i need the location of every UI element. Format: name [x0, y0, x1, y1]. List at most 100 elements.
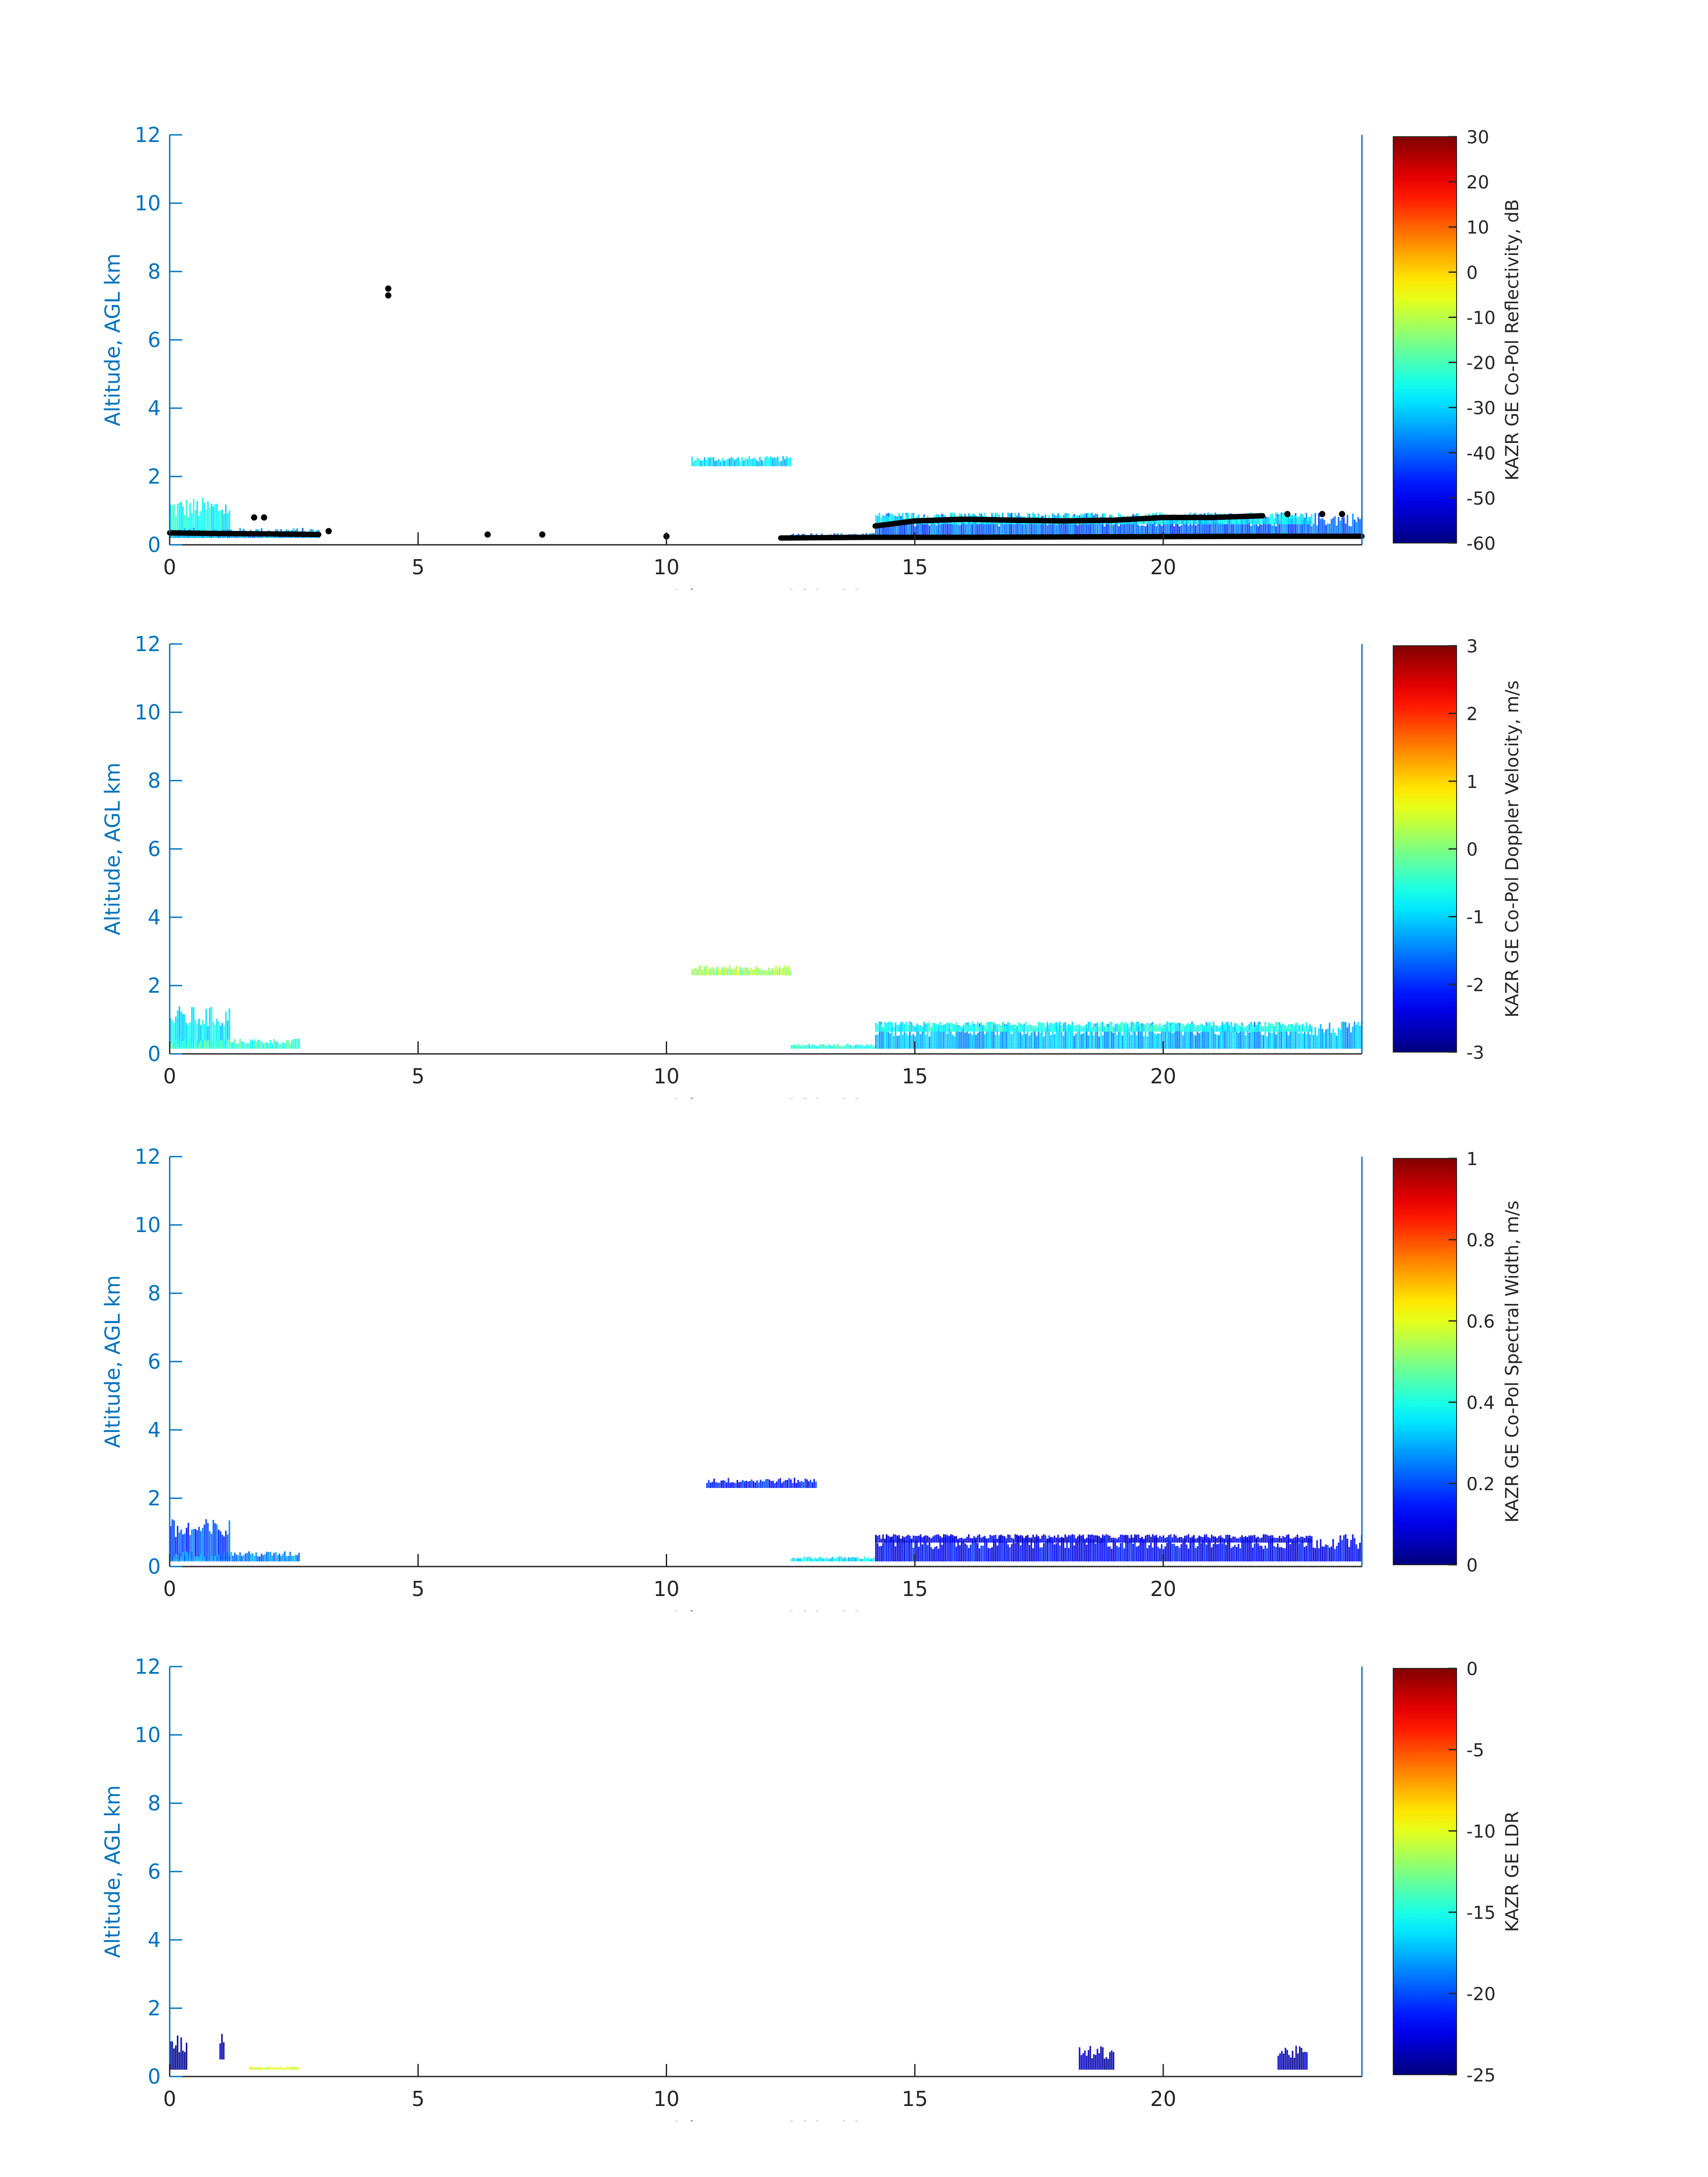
colorbar-tick-label: -10 [1466, 1822, 1495, 1842]
plot-area [170, 135, 1362, 545]
chart-svg: 02468101205101520UTC hours on 20250211Al… [100, 1145, 1523, 1611]
y-tick-label: 8 [148, 1791, 161, 1815]
colorbar-tick-label: -15 [1466, 1903, 1495, 1923]
echo-region-0 [170, 1006, 230, 1047]
y-tick-label: 6 [148, 1350, 161, 1374]
colorbar-tick-label: -50 [1466, 489, 1495, 509]
y-tick-label: 8 [148, 259, 161, 284]
x-axis-label: UTC hours on 20250211 [642, 2117, 890, 2121]
panel-spectral-width: 02468101205101520UTC hours on 20250211Al… [0, 1102, 1708, 1611]
colorbar-tick-label: 30 [1466, 127, 1489, 148]
x-axis-label: UTC hours on 20250211 [642, 585, 890, 589]
colorbar-tick-label: -10 [1466, 308, 1495, 328]
x-tick-label: 0 [163, 1064, 176, 1088]
chart-svg: 02468101205101520UTC hours on 20250211Al… [100, 123, 1523, 589]
y-tick-label: 6 [148, 328, 161, 352]
y-tick-label: 12 [134, 1655, 161, 1679]
cloud-base-point-2 [251, 514, 258, 521]
colorbar-tick-label: -5 [1466, 1740, 1484, 1761]
radar-echoes [170, 2034, 1308, 2070]
x-tick-label: 15 [902, 555, 928, 579]
echo-region-2 [706, 1478, 817, 1488]
cloud-base-line-0 [167, 530, 322, 537]
plot-area [170, 1157, 1362, 1567]
echo-region-1 [219, 2034, 225, 2060]
y-tick-label: 10 [134, 700, 161, 724]
colorbar-tick-label: 0 [1466, 1555, 1478, 1576]
colorbar-tick-label: 10 [1466, 217, 1489, 238]
cloud-base-point-8 [1284, 511, 1291, 518]
panel-ldr: 0 2 4 6 8 10 12 0 5 10 15 20 UTC hours on 20250211 Al… [0, 1612, 1708, 2121]
x-tick-label: 5 [412, 2087, 425, 2111]
x-tick-label: 5 [412, 1577, 425, 1601]
colorbar-tick-label: 3 [1466, 636, 1478, 657]
cloud-base-line-2 [872, 513, 1265, 529]
colorbar-label: KAZR GE LDR [1502, 1811, 1523, 1932]
echo-region-3 [1078, 2046, 1115, 2070]
colorbar-tick-label: 0 [1466, 840, 1478, 860]
colorbar-tick-label: 0.6 [1466, 1312, 1495, 1332]
echo-region-2 [249, 2066, 299, 2070]
echo-region-0 [170, 2035, 188, 2070]
colorbar-tick-label: 0.2 [1466, 1474, 1495, 1495]
x-tick-label: 10 [653, 2087, 680, 2111]
x-tick-label: 15 [902, 1064, 928, 1088]
x-axis-label: UTC hours on 20250211 [642, 1095, 890, 1099]
panel-reflectivity: 0 2 4 6 8 10 12 0 5 10 15 20 UTC hours on 20250211 Al… [0, 80, 1708, 589]
colorbar-tick-label: -40 [1466, 443, 1495, 464]
colorbar-tick-label: 20 [1466, 172, 1489, 193]
x-tick-label: 10 [653, 555, 680, 579]
x-tick-label: 5 [412, 1064, 425, 1088]
cloud-base-point-1 [385, 292, 392, 299]
cloud-base-point-10 [1339, 511, 1345, 518]
y-tick-label: 4 [148, 396, 161, 420]
colorbar-tick-label: -2 [1466, 975, 1484, 995]
echo-region-4 [875, 1534, 1363, 1562]
y-tick-label: 12 [134, 123, 161, 147]
colorbar [1393, 1158, 1457, 1565]
y-tick-label: 0 [148, 533, 161, 557]
colorbar [1393, 1668, 1457, 2075]
echo-region-2 [691, 456, 791, 467]
y-axis-label: Altitude, AGL km [100, 762, 125, 935]
cloud-base-point-4 [326, 528, 332, 535]
x-tick-label: 10 [653, 1064, 680, 1088]
x-tick-label: 20 [1150, 1064, 1177, 1088]
y-tick-label: 4 [148, 1928, 161, 1952]
echo-region-4 [875, 1021, 1363, 1049]
radar-echoes [170, 965, 1363, 1049]
colorbar-tick-label: 1 [1466, 772, 1478, 792]
colorbar-tick-label: -30 [1466, 398, 1495, 419]
y-tick-label: 0 [148, 2064, 161, 2089]
cloud-base-line-1 [778, 533, 1365, 541]
y-tick-label: 6 [148, 837, 161, 861]
echo-region-5 [875, 1021, 1313, 1032]
plot-area [170, 644, 1362, 1054]
colorbar-tick-label: -20 [1466, 353, 1495, 374]
y-axis-label: Altitude, AGL km [100, 253, 125, 426]
x-tick-label: 0 [163, 2087, 176, 2111]
y-tick-label: 6 [148, 1859, 161, 1884]
colorbar-tick-label: 0.8 [1466, 1230, 1495, 1251]
echo-region-3 [790, 1044, 877, 1049]
echo-region-0 [170, 1519, 230, 1560]
y-tick-label: 2 [148, 974, 161, 998]
y-tick-label: 4 [148, 905, 161, 929]
x-tick-label: 20 [1150, 1577, 1177, 1601]
cloud-base-point-3 [261, 514, 267, 521]
x-tick-label: 15 [902, 1577, 928, 1601]
echo-region-4 [875, 512, 1363, 538]
y-axis-label: Altitude, AGL km [100, 1275, 125, 1448]
colorbar-tick-label: -1 [1466, 907, 1484, 928]
x-tick-label: 5 [412, 555, 425, 579]
chart-svg: 02468101205101520UTC hours on 20250211Al… [100, 632, 1523, 1099]
echo-region-2 [691, 965, 791, 976]
colorbar-label: KAZR GE Co-Pol Spectral Width, m/s [1502, 1200, 1523, 1522]
y-tick-label: 12 [134, 632, 161, 656]
echo-region-0 [170, 497, 230, 538]
x-tick-label: 0 [163, 555, 176, 579]
echo-region-4 [1277, 2046, 1308, 2070]
echo-region-1 [170, 1551, 300, 1562]
y-tick-label: 8 [148, 1281, 161, 1305]
